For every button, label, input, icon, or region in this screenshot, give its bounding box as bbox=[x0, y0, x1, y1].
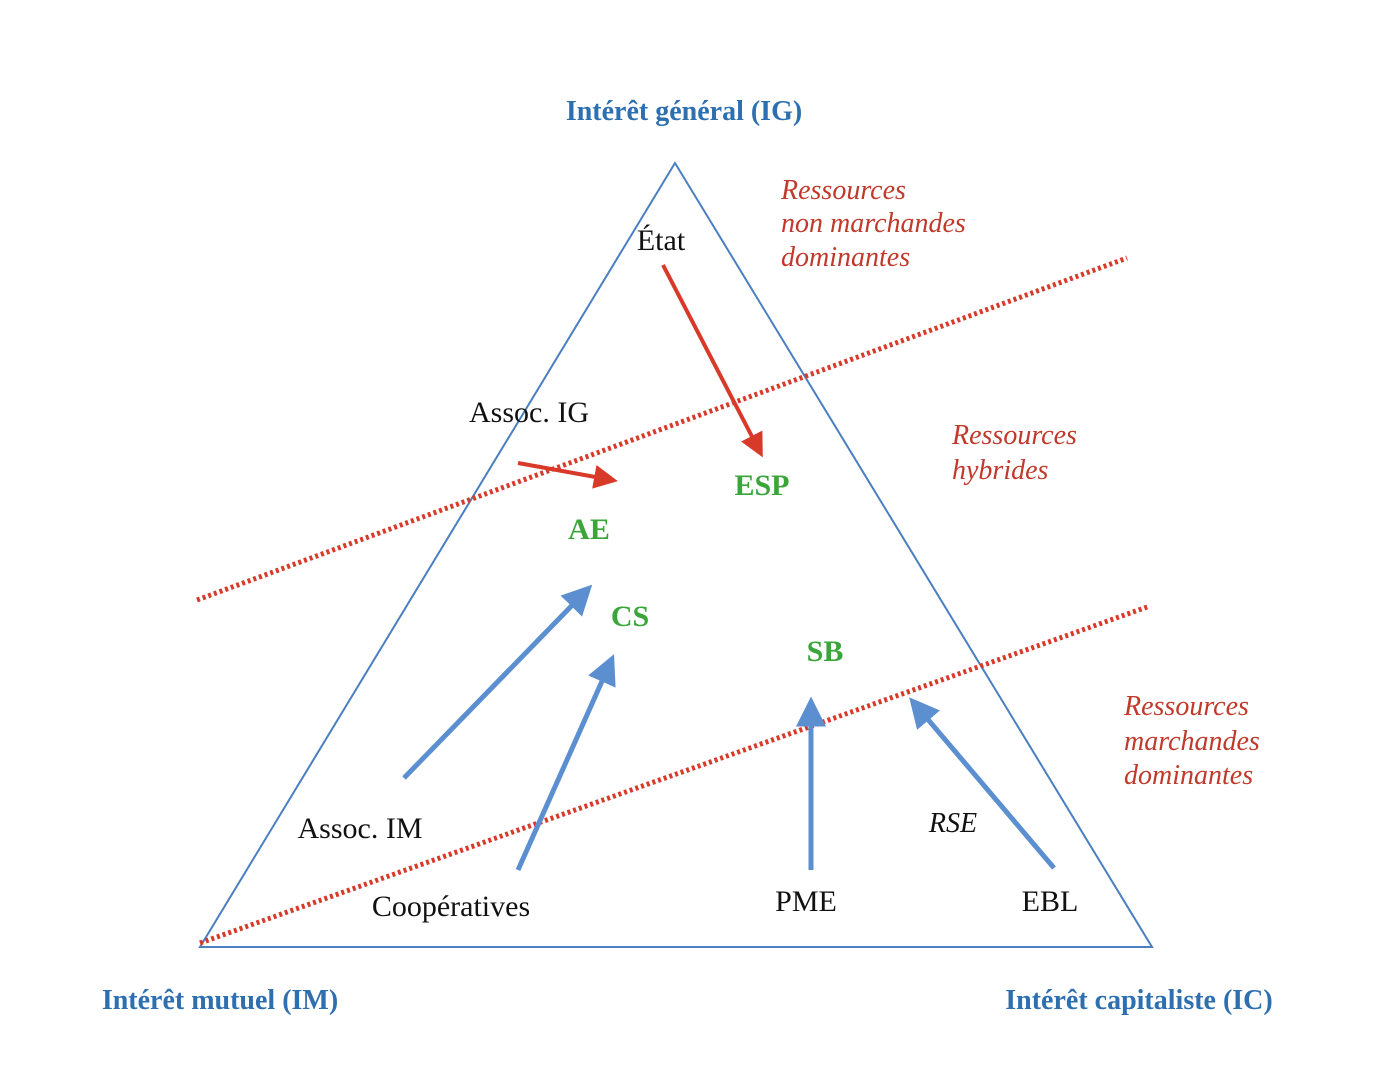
actor-ebl: EBL bbox=[1022, 885, 1079, 918]
vertex-bottom-right-label: Intérêt capitaliste (IC) bbox=[1005, 985, 1272, 1016]
zone-hybrid-line-1: Ressources bbox=[951, 420, 1077, 451]
hybrid-esp: ESP bbox=[734, 469, 789, 502]
actor-pme: PME bbox=[775, 885, 837, 918]
zone-market-line-3: dominantes bbox=[1124, 760, 1253, 791]
arrow-assoc-ig-to-ae bbox=[517, 461, 618, 489]
zone-non-market-line-3: dominantes bbox=[781, 242, 910, 273]
actor-etat: État bbox=[637, 224, 686, 257]
actor-assoc-ig: Assoc. IG bbox=[469, 396, 589, 429]
main-triangle bbox=[198, 161, 1154, 948]
vertex-top-label: Intérêt général (IG) bbox=[566, 96, 802, 127]
zone-market-line-2: marchandes bbox=[1124, 726, 1260, 757]
arrow-ebl-to-sb bbox=[909, 697, 1056, 870]
hybrid-sb: SB bbox=[807, 635, 844, 668]
arrow-assoc-im-to-ae bbox=[402, 584, 593, 780]
hybrid-cs: CS bbox=[611, 600, 649, 633]
arrow-cooperatives-to-cs bbox=[515, 654, 616, 872]
zone-market-line-1: Ressources bbox=[1123, 691, 1249, 722]
vertex-bottom-left-label: Intérêt mutuel (IM) bbox=[102, 985, 338, 1016]
zone-hybrid-line-2: hybrides bbox=[952, 455, 1049, 486]
actor-cooperatives: Coopératives bbox=[372, 890, 530, 923]
divider-lower bbox=[199, 603, 1151, 946]
zone-non-market-line-2: non marchandes bbox=[781, 208, 966, 239]
hybrid-ae: AE bbox=[568, 513, 610, 546]
arrow-etat-to-esp bbox=[661, 264, 763, 458]
zone-non-market-line-1: Ressources bbox=[780, 175, 906, 206]
actor-assoc-im: Assoc. IM bbox=[298, 812, 423, 845]
actor-rse: RSE bbox=[928, 808, 977, 839]
